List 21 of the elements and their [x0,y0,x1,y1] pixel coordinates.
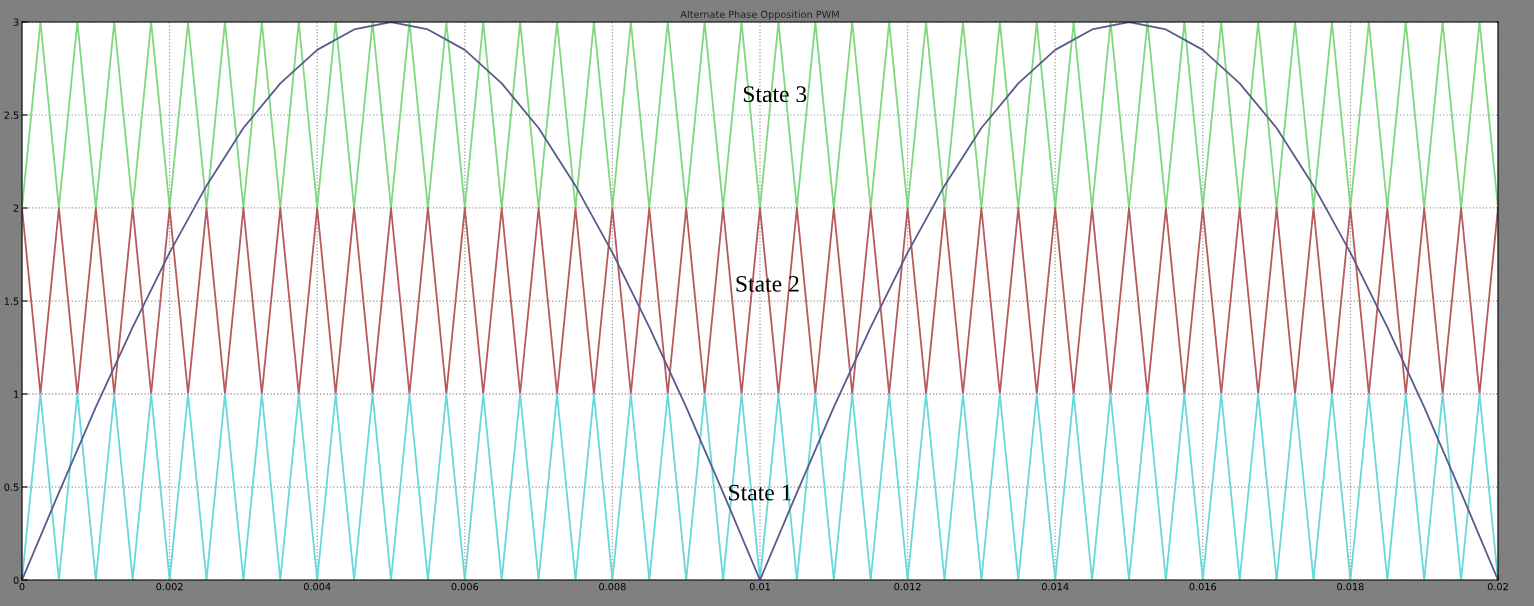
x-tick-label: 0.02 [1487,582,1508,591]
x-tick-label: 0.012 [894,582,921,591]
line-series [22,22,1498,580]
y-tick-label: 2 [13,204,19,212]
x-tick-label: 0.008 [599,582,626,591]
y-tick-label: 2.5 [4,111,19,119]
chart-title: Alternate Phase Opposition PWM [680,10,839,20]
y-tick-label: 0.5 [4,483,19,491]
x-tick-label: 0.004 [303,582,331,591]
y-tick-label: 3 [13,18,19,26]
annotation: State 3 [743,86,807,103]
x-tick-label: 0.01 [749,582,770,591]
x-tick-label: 0.016 [1189,582,1217,591]
x-tick-label: 0 [19,582,25,591]
x-tick-label: 0.014 [1041,582,1069,591]
y-tick-label: 1.5 [4,297,19,305]
x-tick-label: 0.002 [156,582,183,591]
y-tick-label: 1 [14,390,19,398]
y-tick-label: 0 [13,576,19,584]
x-tick-label: 0.018 [1337,582,1364,591]
x-tick-label: 0.006 [451,582,479,591]
